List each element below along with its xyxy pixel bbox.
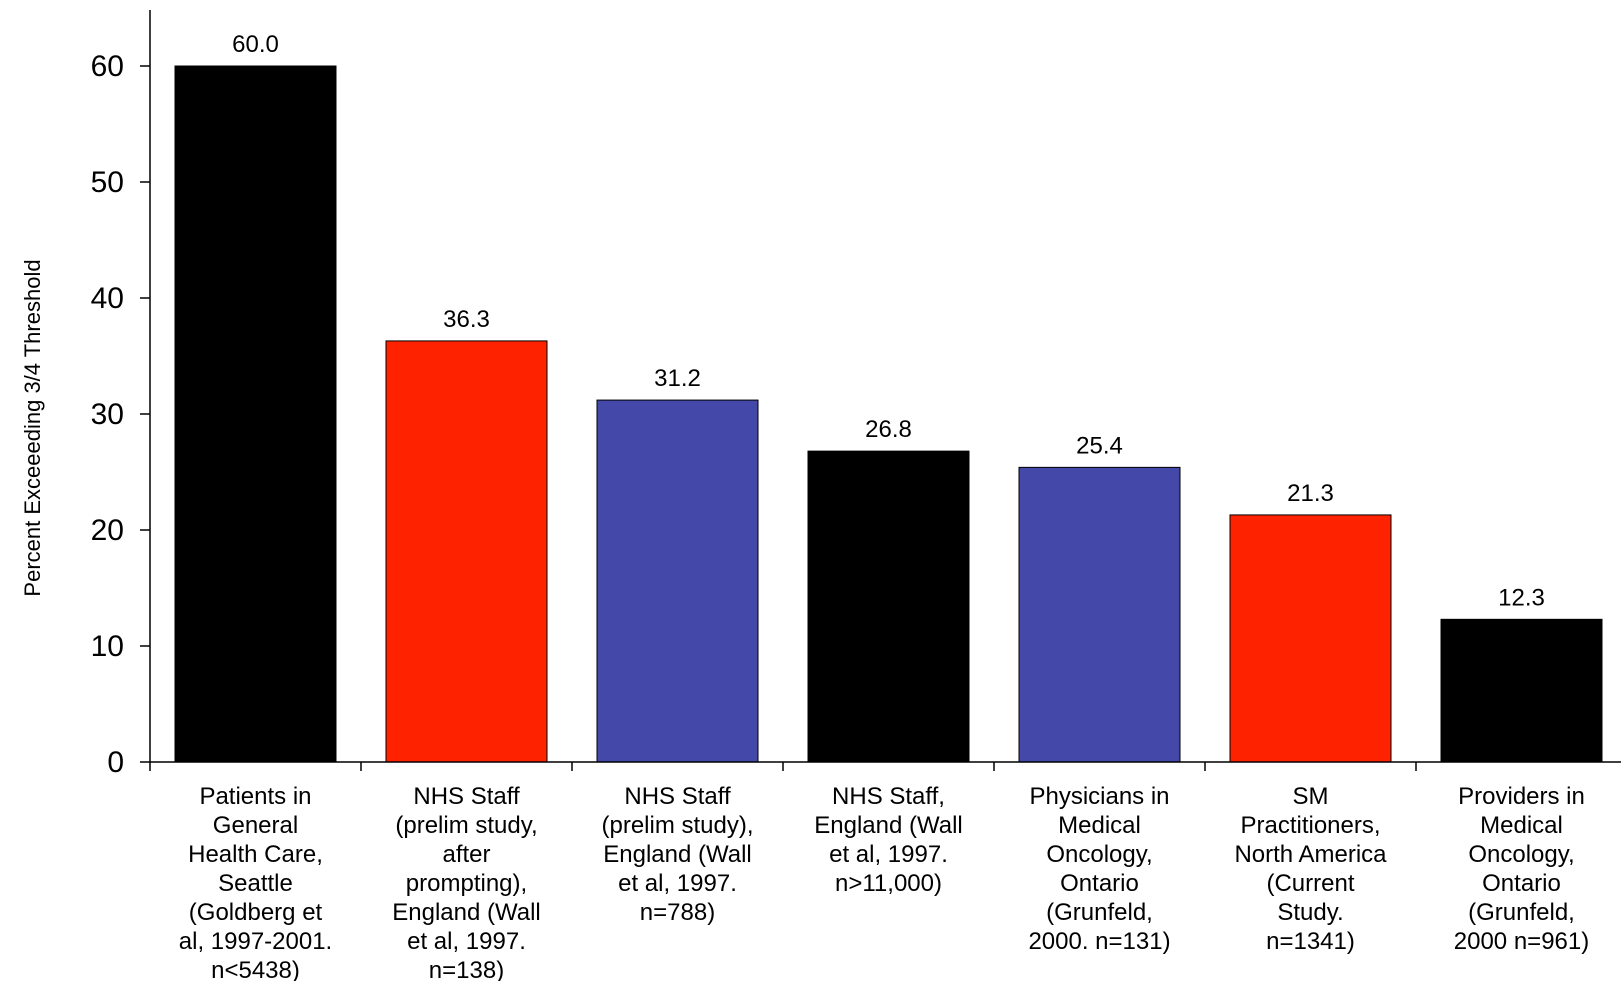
category-label-line: England (Wall	[814, 812, 963, 839]
category-label-line: (prelim study),	[601, 812, 753, 839]
category-label-line: n>11,000)	[835, 870, 942, 897]
y-tick-label: 40	[91, 282, 124, 315]
category-label-line: Medical	[1058, 812, 1141, 839]
category-label-line: Practitioners,	[1240, 812, 1380, 839]
category-label-line: NHS Staff	[413, 783, 520, 810]
category-label-line: NHS Staff,	[832, 783, 945, 810]
category-label: Patients in General Health Care, Seattle (Go…	[179, 783, 332, 981]
category-label-line: et al, 1997.	[829, 841, 948, 868]
value-label: 60.0	[232, 31, 279, 58]
value-label: 25.4	[1076, 432, 1123, 459]
category-label: Providers in Medical Oncology, Ontario (Grun…	[1454, 783, 1589, 955]
bar	[1018, 466, 1181, 763]
category-label-line: England (Wall	[603, 841, 752, 868]
category-label-line: after	[442, 841, 490, 868]
category-label-line: Health Care,	[188, 841, 323, 868]
y-tick-label: 60	[91, 50, 124, 83]
category-label-line: n<5438)	[211, 957, 300, 981]
category-label-line: Ontario	[1482, 870, 1561, 897]
category-label-line: Patients in	[199, 783, 311, 810]
y-tick-label: 20	[91, 514, 124, 547]
category-label-line: Oncology,	[1046, 841, 1152, 868]
category-label-line: NHS Staff	[624, 783, 731, 810]
category-label-line: 2000 n=961)	[1454, 928, 1589, 955]
y-tick-label: 30	[91, 398, 124, 431]
category-label-line: Seattle	[218, 870, 293, 897]
category-label: NHS Staff, England (Wall et al, 1997. n>11,…	[814, 783, 963, 897]
category-label-line: et al, 1997.	[618, 870, 737, 897]
category-label-line: General	[213, 812, 298, 839]
bar	[1229, 514, 1392, 763]
bar	[807, 450, 970, 763]
category-label-line: (Goldberg et	[189, 899, 323, 926]
category-label: NHS Staff (prelim study, after prompting), E…	[392, 783, 541, 981]
category-label-line: Ontario	[1060, 870, 1139, 897]
y-axis-label: Percent Exceeeding 3/4 Threshold	[20, 259, 45, 596]
category-label-line: n=788)	[640, 899, 715, 926]
category-label: SM Practitioners, North America (Current Stu…	[1234, 783, 1387, 955]
category-label-line: SM	[1293, 783, 1329, 810]
category-label-line: Study.	[1277, 899, 1343, 926]
category-label-line: et al, 1997.	[407, 928, 526, 955]
bar	[385, 340, 548, 763]
bar	[1440, 618, 1603, 763]
category-label-line: North America	[1234, 841, 1387, 868]
value-label: 36.3	[443, 306, 490, 333]
category-label-line: Providers in	[1458, 783, 1585, 810]
category-label: Physicians in Medical Oncology, Ontario (Gru…	[1028, 783, 1170, 955]
bars: 60.0 36.3 31.2 26.8 25.4 21.3 12.3	[174, 31, 1603, 763]
y-tick-label: 10	[91, 630, 124, 663]
value-label: 31.2	[654, 365, 701, 392]
category-label-line: Physicians in	[1029, 783, 1169, 810]
bar	[174, 65, 337, 763]
value-label: 21.3	[1287, 480, 1334, 507]
category-label-line: al, 1997-2001.	[179, 928, 332, 955]
category-label-line: (Grunfeld,	[1468, 899, 1575, 926]
category-label-line: (Grunfeld,	[1046, 899, 1153, 926]
category-label-line: (Current	[1266, 870, 1354, 897]
y-axis: 0 10 20 30 40 50 60	[91, 10, 151, 779]
category-label-line: (prelim study,	[395, 812, 537, 839]
category-label-line: n=1341)	[1266, 928, 1355, 955]
category-label: NHS Staff (prelim study), England (Wall et …	[601, 783, 753, 926]
category-label-line: n=138)	[429, 957, 504, 981]
x-axis: Patients in General Health Care, Seattle (Go…	[149, 761, 1621, 981]
y-tick-label: 50	[91, 166, 124, 199]
bar	[596, 399, 759, 763]
category-label-line: Oncology,	[1468, 841, 1574, 868]
y-tick-label: 0	[107, 746, 124, 779]
category-label-line: England (Wall	[392, 899, 541, 926]
value-label: 26.8	[865, 416, 912, 443]
category-label-line: Medical	[1480, 812, 1563, 839]
value-label: 12.3	[1498, 584, 1545, 611]
category-label-line: prompting),	[406, 870, 527, 897]
category-label-line: 2000. n=131)	[1028, 928, 1170, 955]
